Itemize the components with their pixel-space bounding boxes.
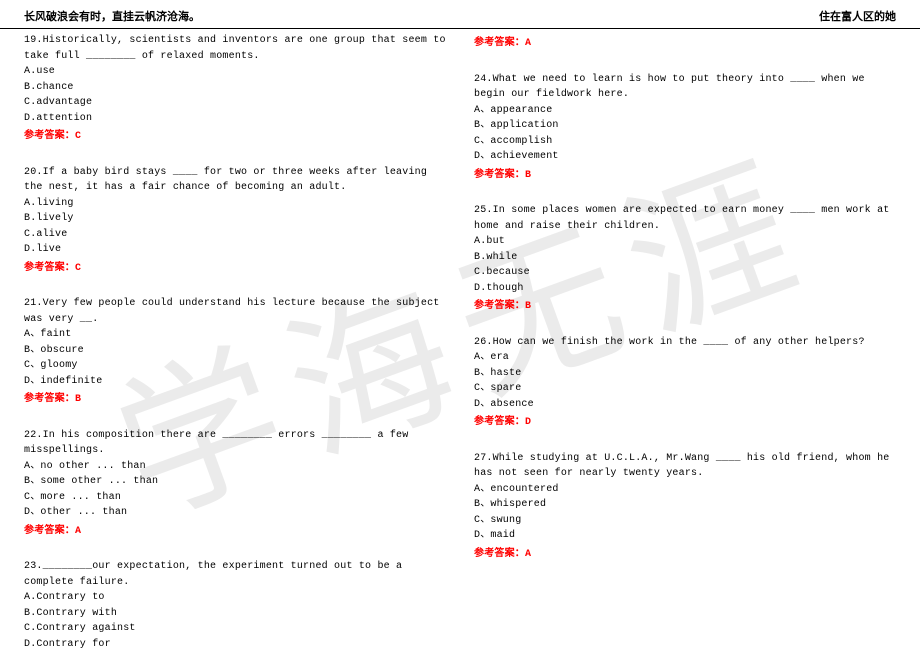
question-option: A.Contrary to (24, 590, 446, 606)
header-right: 住在富人区的她 (819, 8, 896, 24)
page-header: 长风破浪会有时，直挂云帆济沧海。 住在富人区的她 (0, 0, 920, 29)
question-option: D.live (24, 242, 446, 258)
question-text: 26.How can we finish the work in the ___… (474, 335, 896, 351)
left-column: 19.Historically, scientists and inventor… (24, 33, 446, 672)
question-block: 25.In some places women are expected to … (474, 203, 896, 315)
answer-label: 参考答案： (474, 549, 525, 560)
question-option: C、swung (474, 513, 896, 529)
question-option: B、application (474, 118, 896, 134)
question-option: D.attention (24, 111, 446, 127)
question-text: 25.In some places women are expected to … (474, 203, 896, 234)
question-text: 19.Historically, scientists and inventor… (24, 33, 446, 64)
answer-line: 参考答案：C (24, 261, 446, 277)
answer-label: 参考答案： (474, 38, 525, 49)
answer-value: A (525, 549, 531, 560)
answer-line: 参考答案：A (474, 547, 896, 563)
question-option: C.alive (24, 227, 446, 243)
right-column: 参考答案：A24.What we need to learn is how to… (474, 33, 896, 672)
question-text: 20.If a baby bird stays ____ for two or … (24, 165, 446, 196)
answer-label: 参考答案： (24, 526, 75, 537)
question-option: C.advantage (24, 95, 446, 111)
answer-value: B (525, 301, 531, 312)
question-option: B.while (474, 250, 896, 266)
question-option: A.living (24, 196, 446, 212)
answer-value: B (525, 170, 531, 181)
question-option: D、absence (474, 397, 896, 413)
question-option: A、era (474, 350, 896, 366)
answer-line: 参考答案：B (474, 299, 896, 315)
question-text: 22.In his composition there are ________… (24, 428, 446, 459)
answer-line: 参考答案：B (474, 168, 896, 184)
question-option: A.but (474, 234, 896, 250)
question-option: C.because (474, 265, 896, 281)
question-block: 24.What we need to learn is how to put t… (474, 72, 896, 184)
answer-value: A (75, 526, 81, 537)
question-option: A、encountered (474, 482, 896, 498)
answer-label: 参考答案： (24, 394, 75, 405)
question-block: 19.Historically, scientists and inventor… (24, 33, 446, 145)
answer-line: 参考答案：D (474, 415, 896, 431)
question-option: A、faint (24, 327, 446, 343)
content-columns: 19.Historically, scientists and inventor… (0, 29, 920, 672)
question-option: A、appearance (474, 103, 896, 119)
answer-label: 参考答案： (474, 170, 525, 181)
answer-label: 参考答案： (474, 417, 525, 428)
question-option: D、achievement (474, 149, 896, 165)
question-block: 22.In his composition there are ________… (24, 428, 446, 540)
question-option: B、obscure (24, 343, 446, 359)
answer-line: 参考答案：B (24, 392, 446, 408)
question-option: C、accomplish (474, 134, 896, 150)
question-block: 23.________our expectation, the experime… (24, 559, 446, 652)
question-option: B、some other ... than (24, 474, 446, 490)
answer-value: A (525, 38, 531, 49)
question-text: 21.Very few people could understand his … (24, 296, 446, 327)
answer-line: 参考答案：A (474, 36, 896, 52)
answer-value: B (75, 394, 81, 405)
question-block: 27.While studying at U.C.L.A., Mr.Wang _… (474, 451, 896, 563)
question-option: B、haste (474, 366, 896, 382)
question-option: A.use (24, 64, 446, 80)
question-option: B.lively (24, 211, 446, 227)
answer-value: C (75, 263, 81, 274)
question-option: B.chance (24, 80, 446, 96)
question-option: C、gloomy (24, 358, 446, 374)
question-text: 27.While studying at U.C.L.A., Mr.Wang _… (474, 451, 896, 482)
question-option: C.Contrary against (24, 621, 446, 637)
answer-line: 参考答案：A (24, 524, 446, 540)
question-text: 23.________our expectation, the experime… (24, 559, 446, 590)
question-option: D、maid (474, 528, 896, 544)
question-block: 20.If a baby bird stays ____ for two or … (24, 165, 446, 277)
question-option: D.Contrary for (24, 637, 446, 653)
question-option: A、no other ... than (24, 459, 446, 475)
header-left: 长风破浪会有时，直挂云帆济沧海。 (24, 8, 200, 24)
question-option: D、indefinite (24, 374, 446, 390)
answer-label: 参考答案： (24, 263, 75, 274)
answer-label: 参考答案： (474, 301, 525, 312)
question-block: 26.How can we finish the work in the ___… (474, 335, 896, 431)
answer-value: D (525, 417, 531, 428)
answer-value: C (75, 131, 81, 142)
question-text: 24.What we need to learn is how to put t… (474, 72, 896, 103)
question-option: D.though (474, 281, 896, 297)
question-option: B、whispered (474, 497, 896, 513)
question-block: 参考答案：A (474, 36, 896, 52)
question-option: B.Contrary with (24, 606, 446, 622)
answer-label: 参考答案： (24, 131, 75, 142)
answer-line: 参考答案：C (24, 129, 446, 145)
question-block: 21.Very few people could understand his … (24, 296, 446, 408)
question-option: C、more ... than (24, 490, 446, 506)
question-option: C、spare (474, 381, 896, 397)
question-option: D、other ... than (24, 505, 446, 521)
